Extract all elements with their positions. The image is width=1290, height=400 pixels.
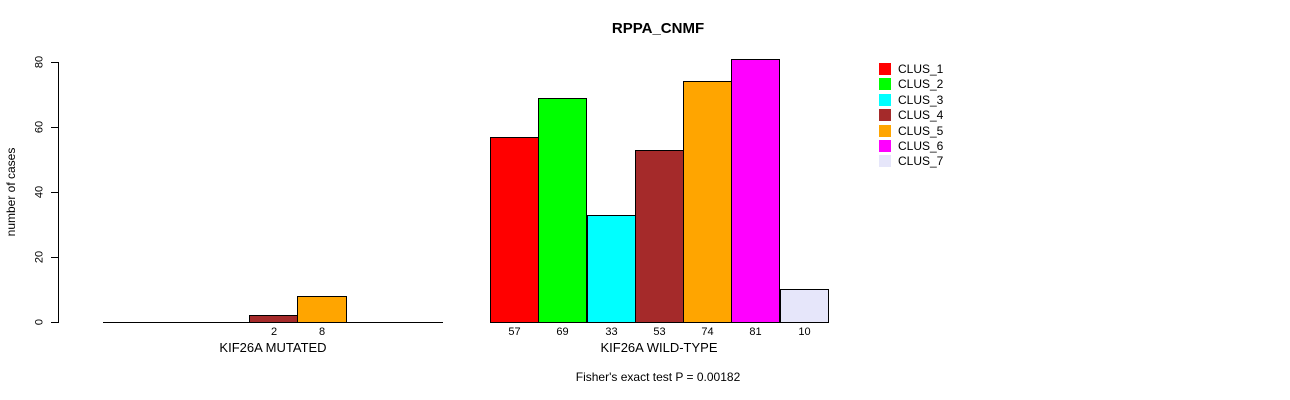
legend-label: CLUS_4 xyxy=(898,108,944,123)
y-axis-line xyxy=(58,62,59,323)
legend-swatch-icon xyxy=(879,139,891,152)
bar-clus_6 xyxy=(731,59,780,323)
legend-item: CLUS_1 xyxy=(879,63,943,75)
legend-swatch-icon xyxy=(879,78,891,91)
legend-label: CLUS_7 xyxy=(898,154,944,169)
y-tick-mark xyxy=(51,322,58,323)
bar-value-label: 10 xyxy=(798,326,811,338)
legend: CLUS_1 CLUS_2 CLUS_3 CLUS_4 CLUS_5 CLUS_6 CLUS… xyxy=(879,63,943,171)
bar-value-label: 57 xyxy=(508,326,521,338)
legend-label: CLUS_6 xyxy=(898,138,944,153)
bar-value-label: 81 xyxy=(749,326,762,338)
group-label-mutated: KIF26A MUTATED xyxy=(219,340,327,355)
bar-value-label: 74 xyxy=(701,326,714,338)
y-tick-mark xyxy=(51,62,58,63)
y-tick-label: 40 xyxy=(33,185,46,199)
y-axis-label: number of cases xyxy=(4,147,18,237)
legend-swatch-icon xyxy=(879,124,891,137)
y-tick-mark xyxy=(51,127,58,128)
bar-value-label: 33 xyxy=(605,326,618,338)
y-tick-mark xyxy=(51,257,58,258)
chart-title: RPPA_CNMF xyxy=(611,20,705,37)
legend-label: CLUS_1 xyxy=(898,62,944,76)
fisher-test-annotation: Fisher's exact test P = 0.00182 xyxy=(575,370,741,384)
legend-label: CLUS_3 xyxy=(898,92,944,107)
bar-clus_7 xyxy=(780,289,829,323)
legend-item: CLUS_6 xyxy=(879,138,944,153)
legend-item: CLUS_4 xyxy=(879,108,944,123)
y-tick-label: 0 xyxy=(33,318,46,326)
bar-clus_5 xyxy=(683,81,732,323)
legend-swatch-icon xyxy=(879,93,891,106)
legend-label: CLUS_5 xyxy=(898,123,944,138)
bar-clus_3 xyxy=(587,215,636,323)
y-tick-label: 20 xyxy=(33,250,46,264)
bar-value-label: 2 xyxy=(270,326,278,338)
legend-swatch-icon xyxy=(879,63,891,75)
y-tick-label: 60 xyxy=(33,120,46,134)
bar-value-label: 69 xyxy=(556,326,569,338)
legend-item: CLUS_3 xyxy=(879,92,944,107)
bar-clus_1 xyxy=(490,137,539,323)
y-tick-label: 80 xyxy=(33,55,46,69)
bar-clus_2 xyxy=(538,98,587,323)
bar-clus_4 xyxy=(249,315,299,323)
legend-swatch-icon xyxy=(879,109,891,122)
legend-item: CLUS_5 xyxy=(879,123,944,138)
bar-clus_4 xyxy=(635,150,684,323)
y-tick-mark xyxy=(51,192,58,193)
bar-value-label: 53 xyxy=(653,326,666,338)
legend-swatch-icon xyxy=(879,155,891,168)
bar-value-label: 8 xyxy=(318,326,326,338)
group-label-wild-type: KIF26A WILD-TYPE xyxy=(600,340,718,355)
legend-label: CLUS_2 xyxy=(898,77,944,92)
legend-item: CLUS_2 xyxy=(879,77,944,92)
bar-clus_5 xyxy=(297,296,347,323)
legend-item: CLUS_7 xyxy=(879,154,944,169)
